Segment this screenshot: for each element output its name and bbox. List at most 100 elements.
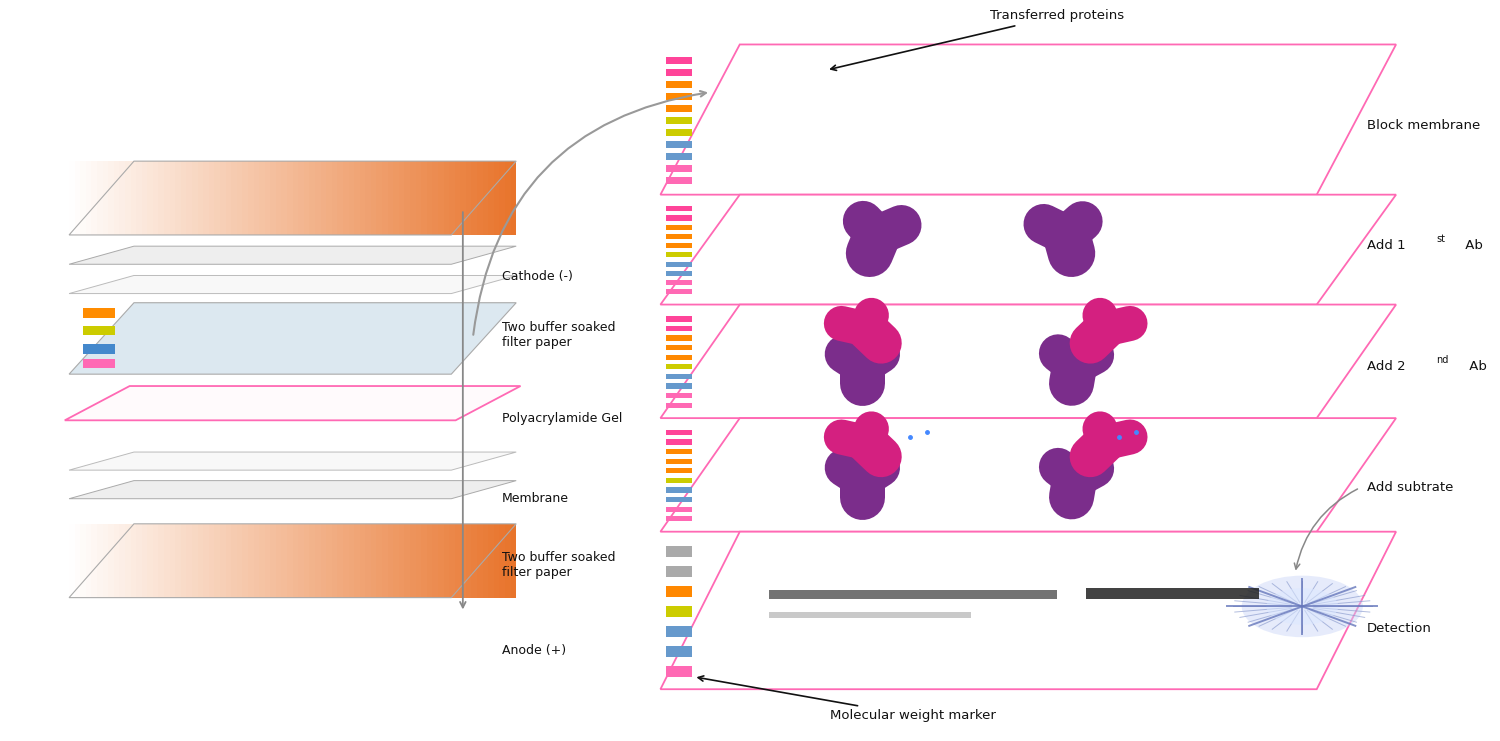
Polygon shape <box>666 289 692 294</box>
Polygon shape <box>376 524 382 598</box>
Polygon shape <box>214 161 220 235</box>
Polygon shape <box>666 488 692 493</box>
Polygon shape <box>666 81 692 87</box>
Polygon shape <box>84 308 116 318</box>
Polygon shape <box>666 93 692 100</box>
Polygon shape <box>98 524 102 598</box>
Polygon shape <box>460 161 466 235</box>
Polygon shape <box>264 161 270 235</box>
Polygon shape <box>321 524 326 598</box>
Polygon shape <box>432 161 438 235</box>
Polygon shape <box>376 161 382 235</box>
Polygon shape <box>471 524 477 598</box>
Polygon shape <box>348 524 354 598</box>
Polygon shape <box>69 276 516 293</box>
Polygon shape <box>75 161 81 235</box>
Text: Ab: Ab <box>1466 360 1486 373</box>
Polygon shape <box>338 161 344 235</box>
Polygon shape <box>360 161 366 235</box>
Polygon shape <box>182 161 186 235</box>
Polygon shape <box>192 524 198 598</box>
Polygon shape <box>410 524 416 598</box>
Polygon shape <box>666 439 692 445</box>
Polygon shape <box>422 161 428 235</box>
Polygon shape <box>660 44 1396 195</box>
Polygon shape <box>666 69 692 76</box>
Polygon shape <box>231 524 237 598</box>
Polygon shape <box>176 161 181 235</box>
Polygon shape <box>489 161 494 235</box>
Text: Detection: Detection <box>1366 622 1432 635</box>
Polygon shape <box>225 161 231 235</box>
Polygon shape <box>427 524 432 598</box>
Polygon shape <box>448 524 454 598</box>
Polygon shape <box>315 161 321 235</box>
Polygon shape <box>69 161 75 235</box>
Polygon shape <box>500 161 506 235</box>
Text: Molecular weight marker: Molecular weight marker <box>698 676 996 722</box>
Polygon shape <box>666 566 692 577</box>
Text: Two buffer soaked
filter paper: Two buffer soaked filter paper <box>503 551 615 579</box>
Polygon shape <box>666 243 692 248</box>
Polygon shape <box>666 449 692 454</box>
Polygon shape <box>309 524 315 598</box>
Circle shape <box>1266 588 1338 625</box>
Polygon shape <box>666 586 692 597</box>
Polygon shape <box>84 344 116 353</box>
Polygon shape <box>360 524 366 598</box>
Polygon shape <box>666 468 692 473</box>
Polygon shape <box>202 161 208 235</box>
Circle shape <box>1242 576 1364 637</box>
Polygon shape <box>338 524 344 598</box>
Polygon shape <box>64 386 520 420</box>
Polygon shape <box>489 524 494 598</box>
Polygon shape <box>186 161 192 235</box>
Polygon shape <box>264 524 270 598</box>
Polygon shape <box>666 355 692 360</box>
Polygon shape <box>282 524 286 598</box>
Polygon shape <box>448 161 454 235</box>
Polygon shape <box>153 161 159 235</box>
Polygon shape <box>286 524 292 598</box>
Polygon shape <box>309 161 315 235</box>
Text: Add subtrate: Add subtrate <box>1366 481 1454 494</box>
Polygon shape <box>136 161 141 235</box>
Polygon shape <box>405 161 410 235</box>
Polygon shape <box>354 161 360 235</box>
Polygon shape <box>466 161 471 235</box>
Polygon shape <box>471 161 477 235</box>
Polygon shape <box>170 161 176 235</box>
Polygon shape <box>666 393 692 399</box>
Polygon shape <box>477 161 483 235</box>
Polygon shape <box>666 606 692 617</box>
Polygon shape <box>666 336 692 341</box>
Polygon shape <box>304 161 309 235</box>
Polygon shape <box>69 246 516 265</box>
Polygon shape <box>387 524 393 598</box>
Polygon shape <box>666 177 692 184</box>
Polygon shape <box>370 161 376 235</box>
Polygon shape <box>438 161 444 235</box>
Polygon shape <box>86 524 92 598</box>
Polygon shape <box>382 524 387 598</box>
Polygon shape <box>286 161 292 235</box>
Polygon shape <box>69 303 516 374</box>
Polygon shape <box>666 117 692 124</box>
Polygon shape <box>666 206 692 211</box>
Polygon shape <box>192 161 198 235</box>
Polygon shape <box>92 161 98 235</box>
Polygon shape <box>427 161 432 235</box>
Polygon shape <box>332 524 338 598</box>
Text: Block membrane: Block membrane <box>1366 119 1480 132</box>
Text: Add 1: Add 1 <box>1366 239 1406 253</box>
Polygon shape <box>198 161 202 235</box>
Polygon shape <box>326 524 332 598</box>
Polygon shape <box>510 161 516 235</box>
Polygon shape <box>666 383 692 389</box>
Polygon shape <box>666 280 692 285</box>
Polygon shape <box>354 524 360 598</box>
Text: Membrane: Membrane <box>503 492 568 505</box>
Polygon shape <box>124 524 130 598</box>
Polygon shape <box>209 161 214 235</box>
Polygon shape <box>382 161 387 235</box>
